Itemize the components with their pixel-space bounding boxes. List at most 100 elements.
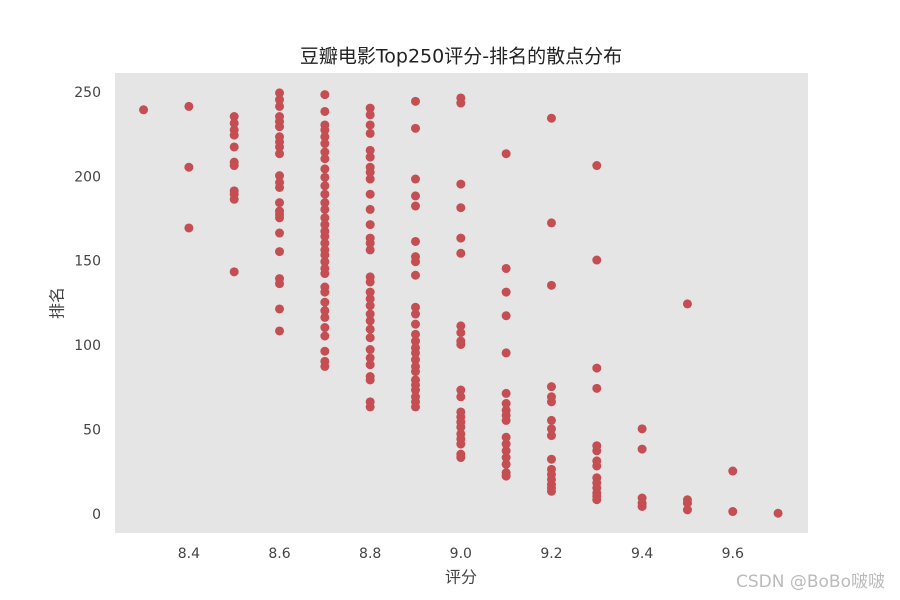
point (320, 125, 330, 135)
point (365, 110, 375, 120)
point (365, 309, 375, 319)
point (592, 363, 602, 373)
point (320, 250, 330, 260)
point (592, 255, 602, 265)
point (501, 399, 511, 409)
point (456, 179, 466, 189)
point (365, 402, 375, 412)
point (728, 507, 738, 517)
point (275, 122, 285, 132)
point (320, 172, 330, 182)
point (410, 319, 420, 329)
point (410, 309, 420, 319)
x-axis-label: 评分 (445, 568, 477, 587)
point (275, 171, 285, 181)
point (320, 257, 330, 267)
point (320, 306, 330, 316)
point (456, 328, 466, 338)
point (320, 213, 330, 223)
point (275, 304, 285, 314)
point (184, 101, 194, 111)
point (320, 346, 330, 356)
point (365, 204, 375, 214)
point (410, 355, 420, 365)
point (592, 495, 602, 505)
point (501, 415, 511, 425)
point (773, 508, 783, 518)
point (410, 329, 420, 339)
y-tick-label: 150 (74, 254, 101, 270)
point (184, 162, 194, 172)
point (501, 348, 511, 358)
point (546, 382, 556, 392)
point (365, 120, 375, 130)
point (546, 218, 556, 228)
point (546, 113, 556, 123)
point (501, 287, 511, 297)
point (275, 247, 285, 257)
point (410, 348, 420, 358)
point (320, 132, 330, 142)
point (365, 345, 375, 355)
point (365, 167, 375, 177)
point (275, 95, 285, 105)
point (456, 98, 466, 108)
point (728, 466, 738, 476)
point (365, 360, 375, 370)
point (320, 331, 330, 341)
point (320, 312, 330, 322)
point (410, 191, 420, 201)
point (229, 267, 239, 277)
point (365, 324, 375, 334)
point (320, 287, 330, 297)
point (456, 385, 466, 395)
point (456, 439, 466, 449)
point (184, 223, 194, 233)
point (682, 299, 692, 309)
point (410, 270, 420, 280)
x-tick-label: 8.8 (359, 546, 381, 562)
point (456, 203, 466, 213)
point (365, 294, 375, 304)
x-tick-label: 8.4 (178, 546, 200, 562)
point (410, 96, 420, 106)
point (320, 220, 330, 230)
point (592, 161, 602, 171)
point (365, 287, 375, 297)
point (410, 174, 420, 184)
point (546, 486, 556, 496)
point (456, 422, 466, 432)
point (365, 353, 375, 363)
point (275, 213, 285, 223)
point (365, 245, 375, 255)
point (275, 228, 285, 238)
point (501, 388, 511, 398)
point (546, 454, 556, 464)
x-tick-label: 9.2 (540, 546, 562, 562)
point (365, 375, 375, 385)
point (501, 149, 511, 159)
point (546, 431, 556, 441)
point (320, 323, 330, 333)
point (139, 105, 149, 115)
y-tick-label: 250 (74, 85, 101, 101)
point (546, 397, 556, 407)
point (592, 446, 602, 456)
chart-title: 豆瓣电影Top250评分-排名的散点分布 (300, 46, 622, 68)
point (275, 198, 285, 208)
y-tick-label: 50 (83, 423, 101, 439)
point (365, 174, 375, 184)
point (501, 453, 511, 463)
point (546, 415, 556, 425)
point (410, 385, 420, 395)
point (501, 459, 511, 469)
point (229, 142, 239, 152)
point (365, 128, 375, 138)
point (320, 106, 330, 116)
x-tick-label: 9.4 (631, 546, 653, 562)
point (365, 277, 375, 287)
y-axis-label: 排名 (48, 287, 67, 319)
point (682, 498, 692, 508)
point (229, 118, 239, 128)
point (320, 238, 330, 248)
